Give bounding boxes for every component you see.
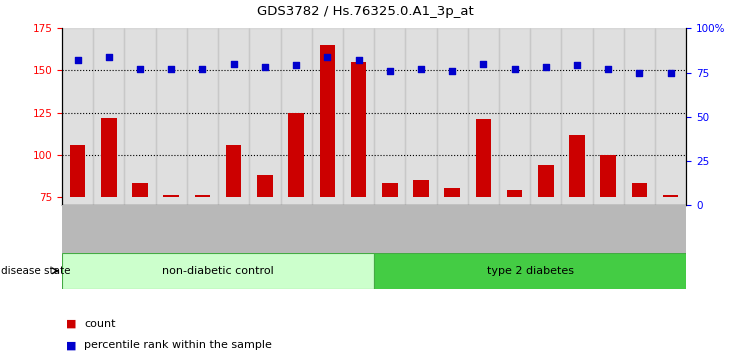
Bar: [569, 135, 585, 197]
Bar: [507, 190, 523, 197]
Bar: [499, 205, 530, 253]
Point: [634, 70, 645, 75]
Point: [166, 66, 177, 72]
Bar: [445, 188, 460, 197]
Point: [291, 63, 302, 68]
Bar: [257, 175, 273, 197]
Bar: [374, 253, 686, 289]
Bar: [405, 205, 437, 253]
Point: [477, 61, 489, 67]
Bar: [475, 119, 491, 197]
Bar: [124, 28, 155, 205]
Point: [134, 66, 146, 72]
Bar: [70, 145, 85, 197]
Bar: [62, 205, 93, 253]
Point: [103, 54, 115, 59]
Bar: [374, 28, 405, 205]
Point: [321, 54, 333, 59]
Point: [415, 66, 427, 72]
Bar: [382, 183, 398, 197]
Bar: [62, 253, 374, 289]
Point: [72, 57, 83, 63]
Bar: [312, 205, 343, 253]
Bar: [101, 118, 117, 197]
Point: [259, 64, 271, 70]
Bar: [343, 205, 374, 253]
Bar: [132, 183, 148, 197]
Bar: [624, 205, 655, 253]
Bar: [655, 28, 686, 205]
Bar: [218, 28, 250, 205]
Bar: [593, 205, 624, 253]
Bar: [530, 205, 561, 253]
Bar: [499, 28, 530, 205]
Point: [228, 61, 239, 67]
Bar: [655, 205, 686, 253]
Bar: [468, 205, 499, 253]
Bar: [405, 28, 437, 205]
Bar: [93, 205, 124, 253]
Bar: [93, 28, 124, 205]
Text: type 2 diabetes: type 2 diabetes: [487, 266, 574, 276]
Point: [509, 66, 520, 72]
Bar: [468, 28, 499, 205]
Bar: [374, 205, 405, 253]
Point: [353, 57, 364, 63]
Bar: [124, 205, 155, 253]
Text: count: count: [84, 319, 115, 329]
Bar: [343, 28, 374, 205]
Point: [571, 63, 583, 68]
Point: [665, 70, 677, 75]
Bar: [600, 155, 616, 197]
Bar: [437, 28, 468, 205]
Bar: [218, 205, 250, 253]
Bar: [280, 28, 312, 205]
Point: [602, 66, 614, 72]
Bar: [538, 165, 553, 197]
Bar: [530, 28, 561, 205]
Bar: [249, 205, 280, 253]
Bar: [187, 28, 218, 205]
Bar: [312, 28, 343, 205]
Bar: [62, 28, 93, 205]
Text: non-diabetic control: non-diabetic control: [162, 266, 274, 276]
Bar: [593, 28, 624, 205]
Text: disease state: disease state: [1, 266, 71, 276]
Bar: [631, 183, 648, 197]
Point: [540, 64, 552, 70]
Point: [384, 68, 396, 74]
Bar: [187, 205, 218, 253]
Bar: [624, 28, 655, 205]
Bar: [320, 45, 335, 197]
Bar: [663, 195, 678, 197]
Bar: [561, 28, 593, 205]
Bar: [413, 180, 429, 197]
Bar: [226, 145, 242, 197]
Point: [446, 68, 458, 74]
Bar: [280, 205, 312, 253]
Bar: [195, 195, 210, 197]
Point: [196, 66, 208, 72]
Bar: [164, 195, 179, 197]
Bar: [155, 205, 187, 253]
Bar: [350, 62, 366, 197]
Bar: [561, 205, 593, 253]
Bar: [155, 28, 187, 205]
Text: ■: ■: [66, 319, 76, 329]
Text: percentile rank within the sample: percentile rank within the sample: [84, 340, 272, 350]
Text: GDS3782 / Hs.76325.0.A1_3p_at: GDS3782 / Hs.76325.0.A1_3p_at: [257, 5, 473, 18]
Bar: [437, 205, 468, 253]
Bar: [249, 28, 280, 205]
Bar: [288, 113, 304, 197]
Text: ■: ■: [66, 340, 76, 350]
